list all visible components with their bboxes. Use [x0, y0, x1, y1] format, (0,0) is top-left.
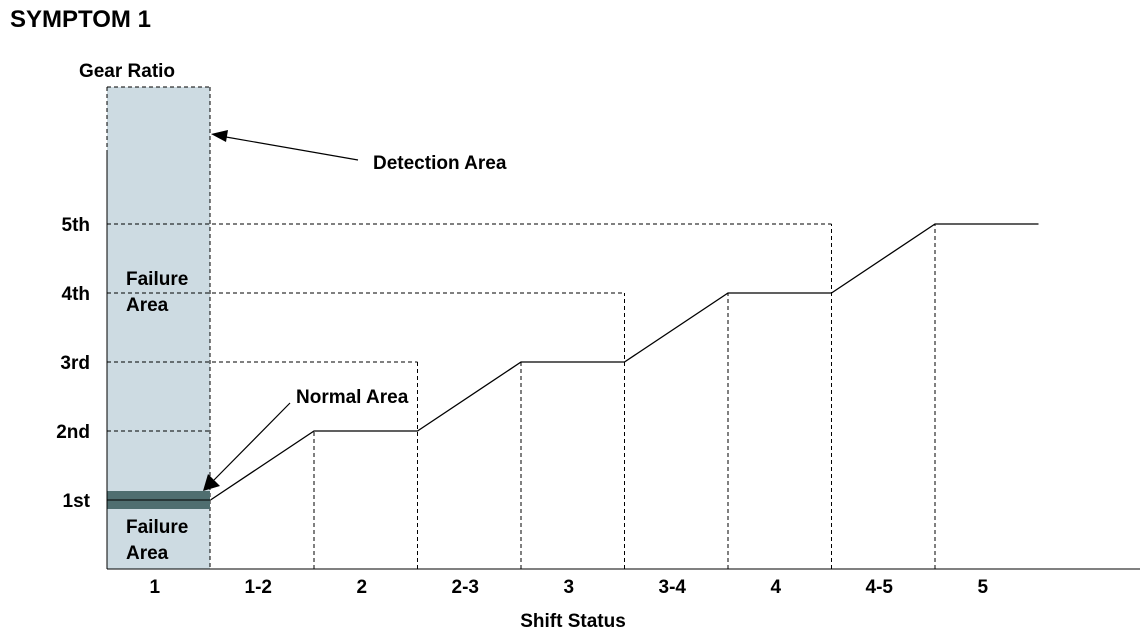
x-tick-label: 1	[149, 577, 160, 598]
y-tick-label: 2nd	[56, 422, 90, 443]
y-axis-label: Gear Ratio	[79, 61, 175, 82]
failure-area-lower-line1: Failure	[126, 517, 188, 538]
x-axis-label: Shift Status	[520, 611, 626, 632]
detection-area-label: Detection Area	[373, 153, 507, 174]
detection-arrow-line	[225, 136, 359, 161]
y-tick-label: 5th	[62, 215, 91, 236]
x-tick-label: 4-5	[866, 577, 894, 598]
x-tick-label: 3	[563, 577, 574, 598]
failure-area-lower-line2: Area	[126, 543, 169, 564]
x-tick-label: 4	[770, 577, 781, 598]
x-tick-label: 2-3	[452, 577, 479, 598]
detection-area	[107, 87, 210, 569]
page-title: SYMPTOM 1	[10, 6, 151, 33]
normal-area-label: Normal Area	[296, 387, 409, 408]
failure-area-upper-line1: Failure	[126, 269, 188, 290]
x-tick-label: 1-2	[245, 577, 272, 598]
detection-arrow-head	[211, 130, 228, 142]
normal-arrow-line	[213, 402, 291, 481]
y-tick-label: 3rd	[60, 353, 90, 374]
x-tick-label: 2	[356, 577, 367, 598]
normal-arrow-head	[203, 474, 220, 491]
y-tick-label: 1st	[63, 491, 91, 512]
gear-ratio-line	[210, 223, 1039, 501]
y-tick-label: 4th	[62, 284, 91, 305]
failure-area-upper-line2: Area	[126, 295, 169, 316]
x-tick-label: 5	[977, 577, 988, 598]
x-tick-label: 3-4	[659, 577, 687, 598]
